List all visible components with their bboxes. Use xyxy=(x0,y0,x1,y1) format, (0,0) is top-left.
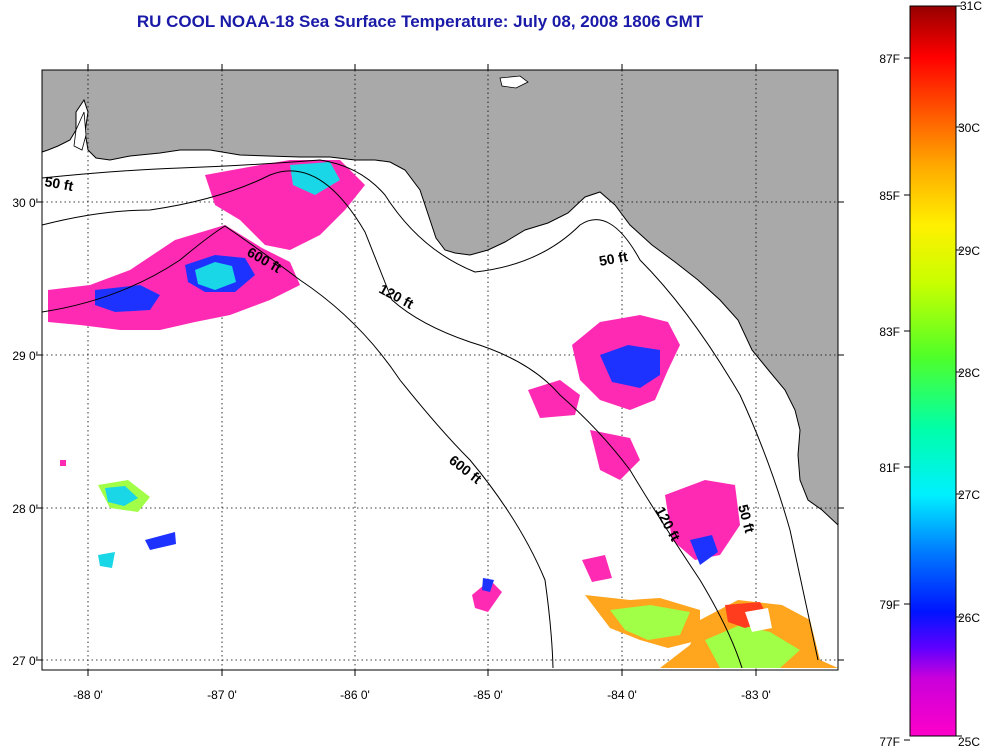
lon-label-85: -85 0' xyxy=(473,688,503,702)
contour-label-50ft-bend: 50 ft xyxy=(598,248,629,269)
lat-label-29: 29 0' xyxy=(12,349,38,363)
lon-label-84: -84 0' xyxy=(607,688,637,702)
lat-label-28: 28 0' xyxy=(12,502,38,516)
colorbar-c-labels: 31C 30C 29C 28C 27C 26C 25C xyxy=(958,0,982,749)
colorbar-ticks xyxy=(904,5,962,741)
lat-labels: 30 0' 29 0' 28 0' 27 0' xyxy=(12,196,38,668)
cb-label-79f: 79F xyxy=(879,598,900,612)
cb-label-87f: 87F xyxy=(879,52,900,66)
map-frame xyxy=(41,69,839,671)
lon-labels: -88 0' -87 0' -86 0' -85 0' -84 0' -83 0… xyxy=(73,688,771,702)
cb-label-81f: 81F xyxy=(879,461,900,475)
cb-label-25c: 25C xyxy=(958,735,980,749)
cb-label-85f: 85F xyxy=(879,189,900,203)
cb-label-26c: 26C xyxy=(958,611,980,625)
cb-label-30c: 30C xyxy=(958,121,980,135)
lon-label-87: -87 0' xyxy=(207,688,237,702)
cb-label-29c: 29C xyxy=(958,244,980,258)
sst-data xyxy=(48,160,838,668)
colorbar-f-labels: 87F 85F 83F 81F 79F 77F xyxy=(879,52,900,749)
map-title: RU COOL NOAA-18 Sea Surface Temperature:… xyxy=(136,12,704,31)
land-mass xyxy=(41,69,839,527)
cb-label-27c: 27C xyxy=(958,488,980,502)
contour-label-50ft-south: 50 ft xyxy=(735,503,758,535)
frame-ticks xyxy=(36,64,844,676)
bay xyxy=(73,111,87,151)
cb-label-31c: 31C xyxy=(960,0,982,13)
lat-label-27: 27 0' xyxy=(12,654,38,668)
cb-label-77f: 77F xyxy=(879,735,900,749)
lon-label-88: -88 0' xyxy=(73,688,103,702)
colorbar xyxy=(909,5,957,737)
lon-label-83: -83 0' xyxy=(741,688,771,702)
depth-contours xyxy=(41,159,819,669)
graticule xyxy=(42,70,838,670)
cb-label-83f: 83F xyxy=(879,325,900,339)
lat-label-30: 30 0' xyxy=(12,196,38,210)
lon-label-86: -86 0' xyxy=(340,688,370,702)
contour-label-50ft-west: 50 ft xyxy=(43,173,74,194)
lake xyxy=(499,75,529,89)
cb-label-28c: 28C xyxy=(958,366,980,380)
